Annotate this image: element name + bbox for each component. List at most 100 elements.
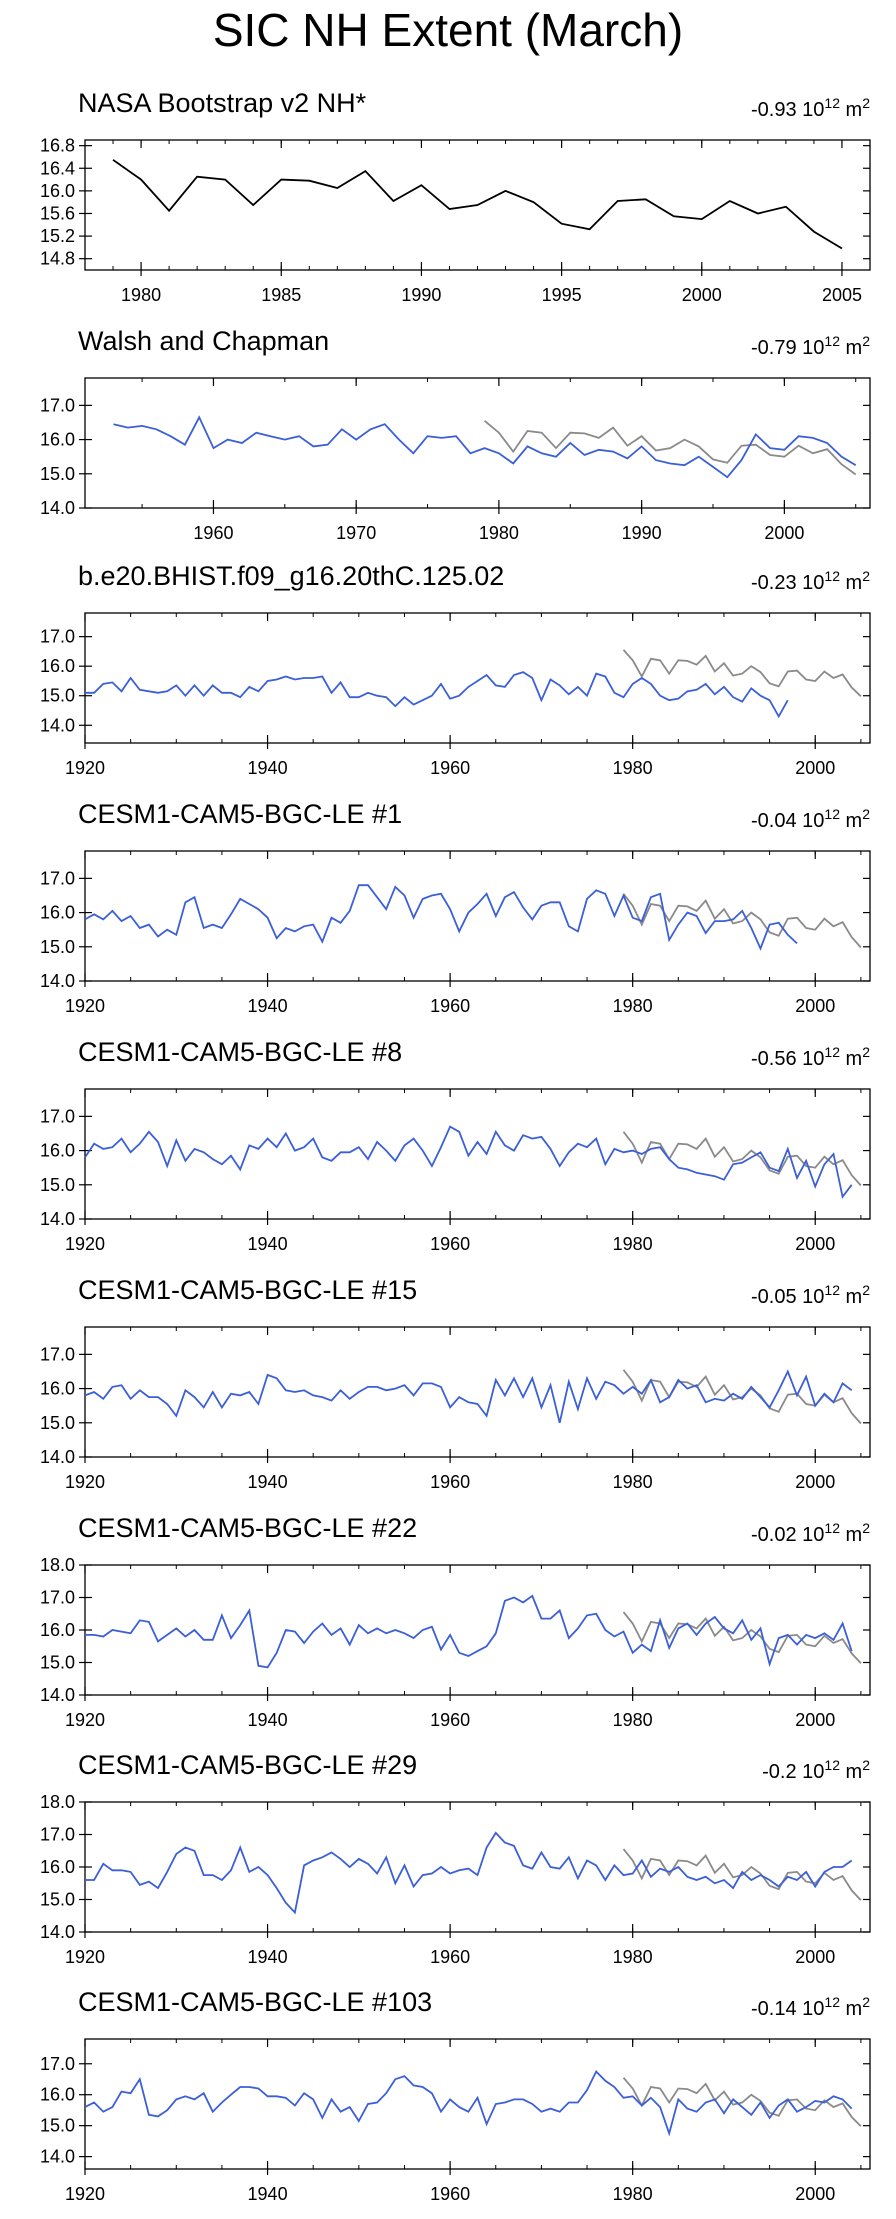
x-tick-label: 1920 <box>65 758 105 778</box>
data-series-line <box>84 1125 853 1199</box>
y-tick-label: 15.2 <box>40 226 75 246</box>
y-tick-label: 17.0 <box>40 627 75 647</box>
x-tick-label: 2005 <box>822 285 862 305</box>
x-tick-label: 1940 <box>248 2184 288 2204</box>
y-tick-label: 17.0 <box>40 395 75 415</box>
panel-title: CESM1-CAM5-BGC-LE #8 <box>78 1037 402 1067</box>
x-tick-label: 1960 <box>430 1472 470 1492</box>
y-tick-label: 14.0 <box>40 498 75 518</box>
x-tick-label: 1960 <box>430 2184 470 2204</box>
panel-title: CESM1-CAM5-BGC-LE #22 <box>78 1513 417 1543</box>
chart-panel-9: CESM1-CAM5-BGC-LE #103 -0.14 1012 m2 14.0 1… <box>40 1987 871 2204</box>
x-tick-label: 1920 <box>65 996 105 1016</box>
y-tick-label: 17.0 <box>40 1106 75 1126</box>
data-series-line <box>84 1369 853 1424</box>
y-tick-label: 16.0 <box>40 181 75 201</box>
y-tick-label: 18.0 <box>40 1792 75 1812</box>
x-tick-label: 1980 <box>613 1947 653 1967</box>
x-tick-label: 1980 <box>613 1234 653 1254</box>
x-tick-label: 2000 <box>795 2184 835 2204</box>
y-tick-label: 15.0 <box>40 1413 75 1433</box>
x-tick-label: 1985 <box>261 285 301 305</box>
y-tick-label: 16.0 <box>40 2085 75 2105</box>
y-tick-label: 14.0 <box>40 971 75 991</box>
obs-series-line <box>622 1369 862 1425</box>
y-tick-label: 16.4 <box>40 158 75 178</box>
x-tick-label: 1940 <box>248 996 288 1016</box>
x-tick-label: 2000 <box>795 758 835 778</box>
y-tick-label: 15.0 <box>40 1653 75 1673</box>
x-tick-label: 1920 <box>65 1472 105 1492</box>
x-tick-label: 2000 <box>795 1234 835 1254</box>
chart-panel-5: CESM1-CAM5-BGC-LE #8 -0.56 1012 m2 14.0 15.… <box>40 1037 871 1254</box>
y-tick-label: 17.0 <box>40 2054 75 2074</box>
x-tick-label: 1920 <box>65 1234 105 1254</box>
y-tick-label: 16.0 <box>40 903 75 923</box>
data-series-line <box>85 1831 853 1915</box>
x-tick-label: 1980 <box>613 1472 653 1492</box>
data-series-line <box>85 1594 853 1669</box>
obs-series-line <box>484 420 857 476</box>
x-tick-label: 1980 <box>121 285 161 305</box>
panel-title: CESM1-CAM5-BGC-LE #103 <box>78 1987 432 2017</box>
y-tick-label: 14.0 <box>40 1209 75 1229</box>
y-tick-label: 16.0 <box>40 1620 75 1640</box>
x-tick-label: 1960 <box>430 758 470 778</box>
x-tick-label: 1995 <box>542 285 582 305</box>
y-tick-label: 15.0 <box>40 686 75 706</box>
data-series-line <box>113 415 857 479</box>
y-tick-label: 17.0 <box>40 1825 75 1845</box>
panel-title: CESM1-CAM5-BGC-LE #15 <box>78 1275 417 1305</box>
y-tick-label: 16.0 <box>40 430 75 450</box>
y-tick-label: 16.0 <box>40 1141 75 1161</box>
y-tick-label: 14.0 <box>40 1685 75 1705</box>
y-tick-label: 15.0 <box>40 464 75 484</box>
y-tick-label: 15.6 <box>40 203 75 223</box>
trend-label: -0.93 1012 m2 <box>751 95 870 121</box>
y-tick-label: 15.0 <box>40 1175 75 1195</box>
x-tick-label: 1960 <box>430 1710 470 1730</box>
x-tick-label: 1990 <box>401 285 441 305</box>
y-tick-label: 15.0 <box>40 937 75 957</box>
y-tick-label: 17.0 <box>40 868 75 888</box>
y-tick-label: 15.0 <box>40 1890 75 1910</box>
x-tick-label: 1940 <box>248 758 288 778</box>
x-tick-label: 1980 <box>479 523 519 543</box>
x-tick-label: 1940 <box>248 1947 288 1967</box>
panel-title: NASA Bootstrap v2 NH* <box>78 88 367 118</box>
plot-frame <box>84 2038 871 2170</box>
obs-series-line <box>622 1848 862 1901</box>
chart-panel-6: CESM1-CAM5-BGC-LE #15 -0.05 1012 m2 14.0 15… <box>40 1275 871 1492</box>
x-tick-label: 1960 <box>430 1234 470 1254</box>
panel-title: CESM1-CAM5-BGC-LE #1 <box>78 799 402 829</box>
x-tick-label: 2000 <box>682 285 722 305</box>
y-tick-label: 16.0 <box>40 1857 75 1877</box>
chart-panel-2: Walsh and Chapman -0.79 1012 m2 14.0 15.0 16… <box>40 326 871 543</box>
x-tick-label: 1980 <box>613 996 653 1016</box>
trend-label: -0.56 1012 m2 <box>751 1044 870 1070</box>
x-tick-label: 1980 <box>613 2184 653 2204</box>
plot-frame <box>84 612 871 744</box>
y-tick-label: 15.0 <box>40 2116 75 2136</box>
trend-label: -0.79 1012 m2 <box>751 333 870 359</box>
x-tick-label: 1980 <box>613 1710 653 1730</box>
x-tick-label: 1960 <box>193 523 233 543</box>
obs-series-line <box>622 893 862 949</box>
x-tick-label: 2000 <box>795 1710 835 1730</box>
x-tick-label: 2000 <box>795 1947 835 1967</box>
y-tick-label: 14.0 <box>40 2147 75 2167</box>
x-tick-label: 1980 <box>613 758 653 778</box>
trend-label: -0.14 1012 m2 <box>751 1994 870 2020</box>
chart-panel-3: b.e20.BHIST.f09_g16.20thC.125.02 -0.23 10… <box>40 561 871 778</box>
trend-label: -0.05 1012 m2 <box>751 1282 870 1308</box>
chart-panel-7: CESM1-CAM5-BGC-LE #22 -0.02 1012 m2 14.0 15… <box>40 1513 871 1730</box>
panel-title: b.e20.BHIST.f09_g16.20thC.125.02 <box>78 561 504 591</box>
plot-frame <box>84 850 871 982</box>
chart-panel-1: NASA Bootstrap v2 NH* -0.93 1012 m2 14.8 15… <box>40 88 871 305</box>
chart-panel-4: CESM1-CAM5-BGC-LE #1 -0.04 1012 m2 14.0 15.… <box>40 799 871 1016</box>
x-tick-label: 1920 <box>65 1710 105 1730</box>
obs-series-line <box>622 649 862 697</box>
y-tick-label: 16.0 <box>40 656 75 676</box>
trend-label: -0.04 1012 m2 <box>751 806 870 832</box>
